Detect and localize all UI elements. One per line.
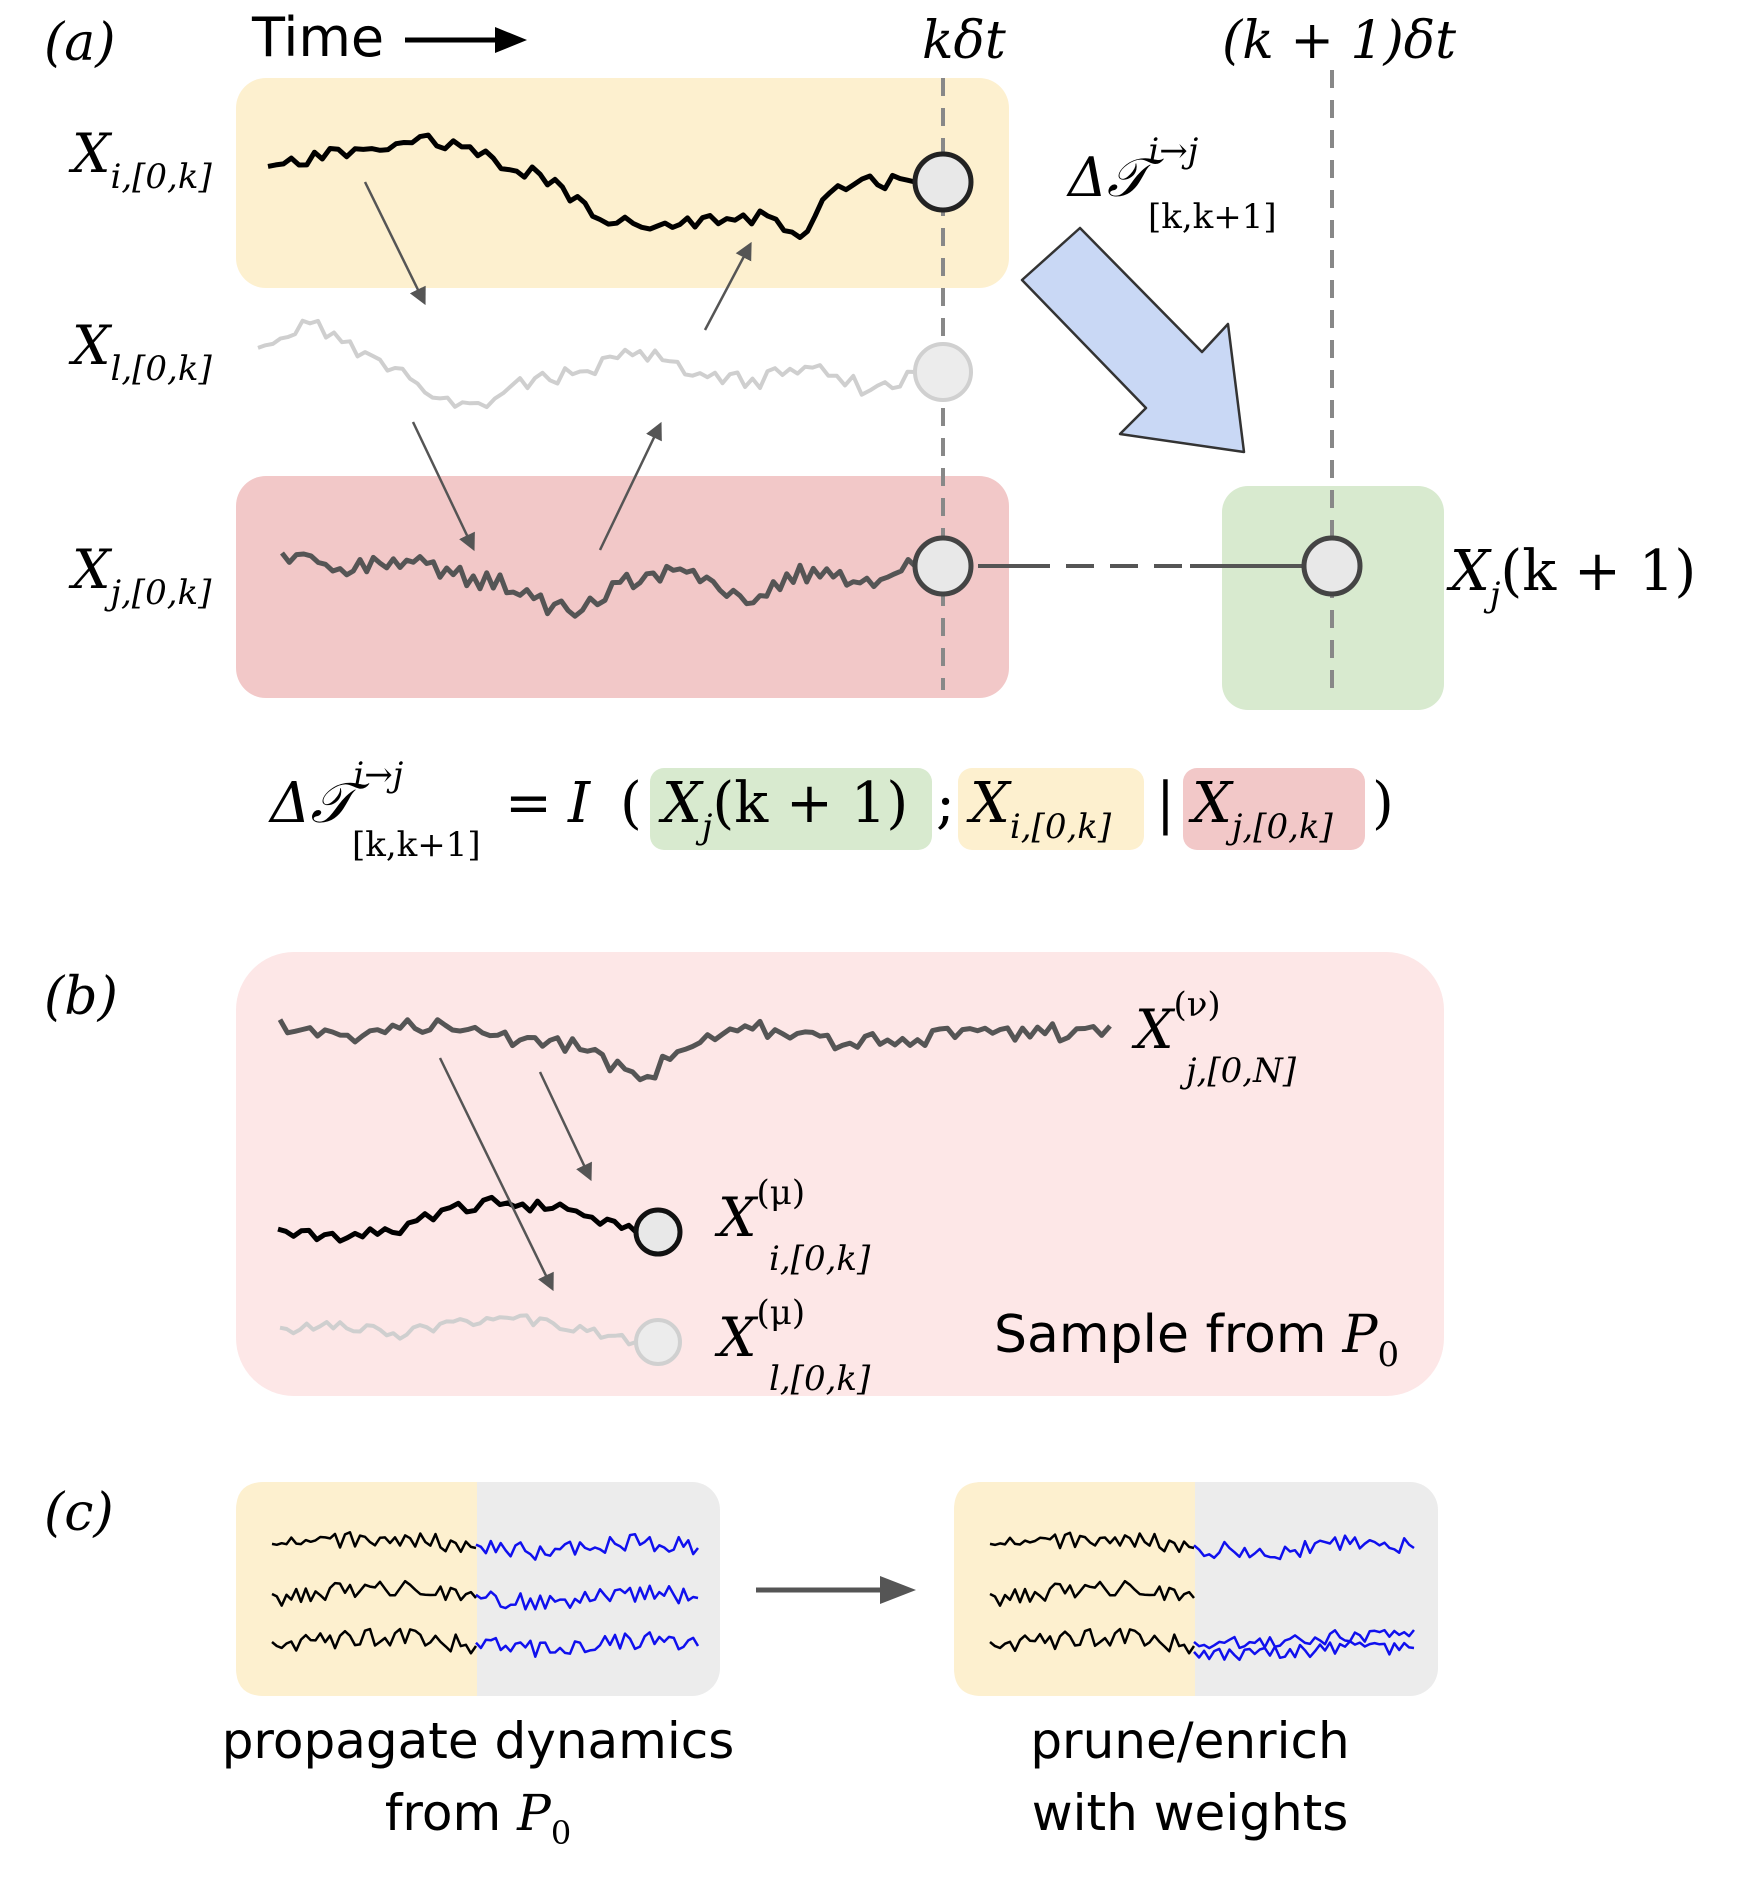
eq-box-yellow: [958, 768, 1144, 850]
svg-text:(: (: [620, 771, 642, 836]
propagate-traces: [271, 1531, 700, 1658]
history-trace: [989, 1579, 1195, 1607]
arrow-b-j-to-l: [438, 1057, 554, 1292]
eq-box-green: [650, 768, 932, 850]
panel-b: (b) X(ν) j,[0,N] X(μ) i,[0,k] X(μ) l,[0,k] …: [44, 952, 1444, 1399]
box-x-i: [236, 78, 1009, 288]
panel-a-label: (a): [44, 13, 116, 73]
prune-caption-line1: prune/enrich: [1030, 1712, 1349, 1770]
propagated-trace: [1193, 1628, 1415, 1650]
prune-caption-line2: with weights: [1032, 1784, 1349, 1842]
label-x-l: Xl,[0,k]: [68, 314, 212, 389]
node-x-j-next: [1301, 535, 1363, 597]
label-x-i: Xi,[0,k]: [68, 122, 212, 197]
svg-text:I: I: [567, 771, 592, 836]
transfer-label: Δ𝒯i→j [k,k+1]: [1066, 131, 1277, 237]
label-b-x-i: X(μ) i,[0,k]: [714, 1173, 871, 1279]
trace-x-l: [257, 318, 916, 410]
history-trace: [989, 1627, 1196, 1655]
history-trace: [271, 1531, 477, 1554]
svg-text:|: |: [1156, 771, 1175, 836]
history-trace: [271, 1627, 478, 1655]
svg-text:): ): [1372, 771, 1394, 836]
trace-x-i: [267, 132, 916, 240]
svg-text:Δ𝒯i→j[k,k+1]: Δ𝒯i→j [k,k+1]: [268, 755, 481, 865]
transfer-arrow: [1020, 226, 1246, 454]
trace-b-x-j: [277, 1017, 1112, 1083]
label-x-j: Xj,[0,k]: [68, 538, 212, 613]
propagate-box-history: [236, 1482, 477, 1696]
label-b-x-l: X(μ) l,[0,k]: [714, 1293, 871, 1399]
node-x-i: [912, 151, 974, 213]
sample-caption: Sample from P0: [994, 1305, 1399, 1375]
arrow-b-j-to-i: [538, 1071, 592, 1182]
panel-b-background: [236, 952, 1444, 1396]
trace-x-j: [280, 551, 917, 619]
propagated-trace: [475, 1584, 699, 1611]
arrow-l-to-j: [411, 421, 475, 552]
prune-box-history: [954, 1482, 1195, 1696]
node-x-j: [912, 535, 974, 597]
panel-b-label: (b): [44, 967, 118, 1027]
time-label: Time: [251, 6, 384, 69]
prune-traces: [989, 1531, 1415, 1662]
panel-c: (c) propagate dynamics from P0 prune/enri…: [44, 1482, 1438, 1852]
propagate-caption-line2: from P0: [385, 1784, 571, 1852]
panel-a: (a) Time kδt (k + 1)δt: [44, 6, 1696, 865]
arrow-l-to-i: [703, 241, 752, 331]
arrow-i-to-l: [363, 181, 426, 306]
node-x-l: [913, 342, 973, 402]
panel-c-label: (c): [44, 1483, 114, 1543]
propagated-trace: [475, 1532, 699, 1561]
node-b-x-i: [633, 1207, 683, 1257]
label-b-x-j: X(ν) j,[0,N]: [1131, 985, 1297, 1091]
time-arrow: [405, 27, 527, 53]
time-k1-label: (k + 1)δt: [1222, 11, 1456, 71]
trace-b-x-l: [279, 1313, 637, 1347]
trace-b-x-i: [277, 1194, 638, 1244]
propagated-trace: [1193, 1534, 1415, 1561]
propagated-trace: [475, 1631, 700, 1658]
svg-text:=: =: [505, 771, 552, 836]
propagated-trace: [1193, 1640, 1415, 1662]
svg-text:;: ;: [936, 771, 955, 836]
history-trace: [989, 1531, 1195, 1554]
process-arrow: [756, 1576, 916, 1604]
svg-text:Xj,[0,k]: Xj,[0,k]: [1188, 771, 1334, 847]
equation: Δ𝒯i→j [k,k+1] = I ( Xj(k + 1) ; Xi,[0,k] …: [268, 755, 1394, 865]
svg-text:Xi,[0,k]: Xi,[0,k]: [966, 771, 1112, 847]
node-b-x-l: [634, 1318, 682, 1366]
eq-box-red: [1183, 768, 1365, 850]
label-x-j-next: Xj(k + 1): [1446, 539, 1696, 615]
arrow-j-to-l: [598, 421, 662, 551]
svg-text:Xj(k + 1): Xj(k + 1): [658, 771, 908, 847]
box-x-j: [236, 476, 1009, 698]
time-k-label: kδt: [922, 11, 1006, 71]
history-trace: [271, 1579, 477, 1607]
propagate-caption-line1: propagate dynamics: [222, 1712, 735, 1770]
